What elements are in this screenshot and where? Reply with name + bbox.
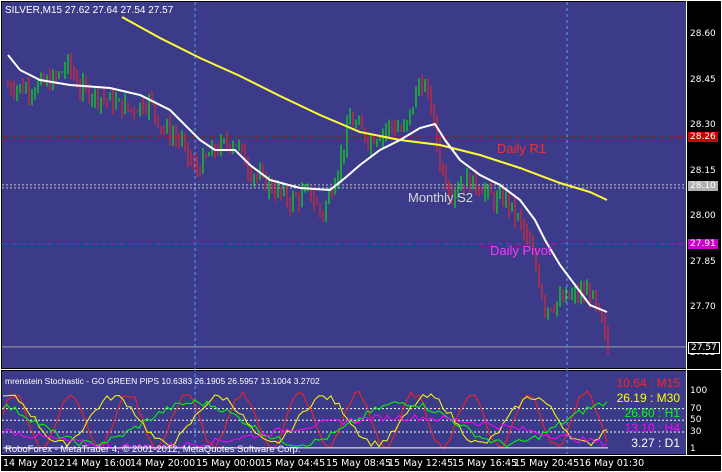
stoch-scale-label: 50: [690, 415, 702, 426]
daily-pivot-label: Daily Pivot: [490, 243, 552, 258]
daily-r1-label: Daily R1: [497, 141, 547, 156]
stoch-scale-label: 1: [690, 444, 696, 454]
price-label: 28.60: [690, 29, 716, 39]
slow-moving-average: [121, 16, 608, 201]
symbol-header: SILVER,M15 27.62 27.64 27.54 27.57: [5, 5, 174, 16]
stochastic-plot-area: [2, 371, 686, 454]
price-label: 28.30: [690, 120, 716, 131]
stoch-h1: [2, 399, 608, 448]
stoch-h4: [2, 413, 608, 450]
level-tag: 28.26: [688, 132, 718, 143]
time-label: 14 May 16:00: [66, 458, 132, 469]
stoch-readout: 3.27 : D1: [631, 436, 680, 450]
broker-footer: RoboForex - MetaTrader 4, © 2001-2012, M…: [5, 444, 301, 455]
time-label: 15 May 16:45: [452, 458, 518, 469]
price-label: 28.00: [690, 211, 716, 222]
stoch-readout: 10.64 : M15: [616, 376, 680, 390]
stochastic-title: mrenstein Stochastic - GO GREEN PIPS 10.…: [5, 376, 320, 386]
time-label: 14 May 2012: [3, 458, 65, 469]
price-label: 28.15: [690, 165, 716, 176]
fast-moving-average: [7, 54, 608, 313]
price-label: 27.70: [690, 302, 716, 313]
level-tag: 28.10: [688, 180, 718, 191]
stoch-m30: [3, 393, 608, 448]
time-label: 15 May 04:45: [260, 458, 326, 469]
stoch-scale-label: 100: [690, 386, 708, 396]
stoch-readout: 13.10 : H4: [624, 421, 680, 435]
time-label: 15 May 12:45: [388, 458, 454, 469]
price-label: 28.45: [690, 74, 716, 85]
stoch-readout: 26.19 : M30: [616, 391, 680, 405]
monthly-s2-label: Monthly S2: [408, 190, 474, 205]
level-tag: 27.91: [688, 238, 718, 249]
time-label: 15 May 08:45: [326, 458, 392, 469]
stoch-scale-label: 30: [690, 427, 702, 437]
stoch-readout: 26.60 : H1: [624, 406, 680, 420]
price-label: 27.85: [690, 256, 716, 267]
stoch-scale-label: 70: [690, 403, 702, 414]
level-tag: 27.57: [688, 341, 720, 354]
time-label: 14 May 20:00: [130, 458, 196, 469]
candles: [7, 52, 609, 355]
time-label: 15 May 20:45: [514, 458, 580, 469]
time-label: 15 May 00:00: [196, 458, 262, 469]
stoch-m15: [2, 390, 608, 450]
time-label: 16 May 01:30: [579, 458, 645, 469]
